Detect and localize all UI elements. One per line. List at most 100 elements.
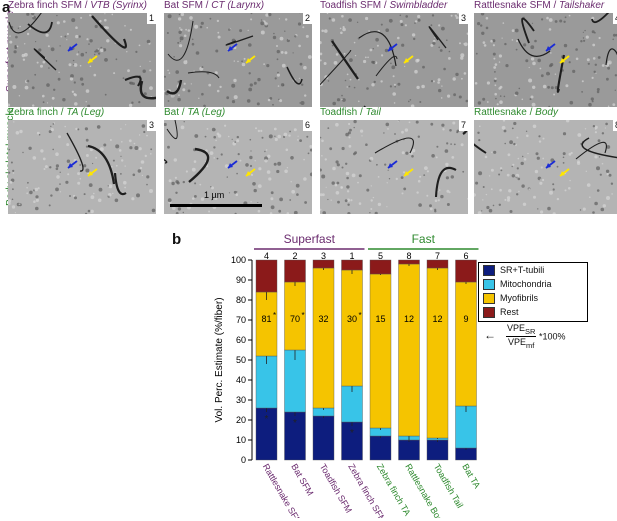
em-micrograph bbox=[320, 13, 468, 107]
em-cell-number: 4 bbox=[612, 13, 617, 24]
category-label: Toadfish Tail bbox=[432, 462, 465, 510]
legend-label-mitochondria: Mitochondria bbox=[500, 279, 552, 289]
panel-b-letter: b bbox=[172, 231, 182, 248]
em-cell-title: Zebra finch / TA (Leg) bbox=[8, 107, 105, 118]
scale-bar-label: 1 µm bbox=[204, 190, 225, 200]
ratio-star: * bbox=[273, 311, 276, 320]
vpe-formula: VPESR VPEmf *100% bbox=[506, 323, 565, 350]
em-cell-superfast-2: Bat SFM / CT (Larynx) 2 bbox=[164, 0, 312, 108]
ratio-label: 70 bbox=[290, 314, 300, 324]
legend-swatch-myofibrils bbox=[483, 292, 495, 304]
legend-label-sr: SR+T-tubili bbox=[500, 265, 545, 275]
y-tick-label: 70 bbox=[236, 315, 246, 325]
ratio-label: 12 bbox=[404, 314, 414, 324]
em-cell-title: Zebra finch SFM / VTB (Syrinx) bbox=[8, 0, 147, 11]
bar-top-number: 6 bbox=[463, 251, 468, 261]
bar-segment-sr-t-tubili bbox=[398, 439, 420, 461]
em-cell-superfast-3: Toadfish SFM / Swimbladder 3 bbox=[320, 0, 468, 108]
em-micrograph bbox=[8, 120, 156, 214]
formula-numerator: VPESR bbox=[506, 323, 537, 337]
em-cell-number: 3 bbox=[146, 120, 156, 131]
em-micrograph bbox=[8, 13, 156, 107]
legend-swatch-rest bbox=[483, 306, 495, 318]
y-tick-label: 50 bbox=[236, 355, 246, 365]
formula-denominator: VPEmf bbox=[508, 336, 535, 350]
em-cell-title: Bat / TA (Leg) bbox=[164, 107, 226, 118]
bar-top-number: 4 bbox=[264, 251, 269, 261]
em-cell-title: Rattlesnake SFM / Tailshaker bbox=[474, 0, 605, 11]
bar-segment-sr-t-tubili bbox=[426, 439, 449, 461]
y-tick-label: 20 bbox=[236, 415, 246, 425]
em-micrograph bbox=[164, 120, 312, 214]
em-cell-number: 6 bbox=[302, 120, 312, 131]
bar-segment-rest bbox=[398, 259, 420, 265]
bar-significance-star: * bbox=[293, 418, 297, 429]
em-micrograph bbox=[474, 13, 617, 107]
em-micrograph bbox=[320, 120, 468, 214]
bar-segment-myofibrils bbox=[312, 267, 335, 409]
left-arrow-icon: ← bbox=[484, 328, 496, 342]
group-label-1: Fast bbox=[412, 232, 436, 246]
ratio-star: * bbox=[301, 311, 304, 320]
ratio-label: 9 bbox=[463, 314, 468, 324]
em-cell-number: 2 bbox=[302, 13, 312, 24]
em-cell-number: 1 bbox=[146, 13, 156, 24]
em-cell-body-3: Toadfish / Tail 7 bbox=[320, 107, 468, 215]
category-label: Bat TA bbox=[460, 462, 480, 490]
bar-top-number: 8 bbox=[406, 251, 411, 261]
bar-segment-rest bbox=[312, 259, 335, 269]
category-label: Bat SFM bbox=[289, 462, 315, 497]
em-cell-title: Rattlesnake / Body bbox=[474, 107, 558, 118]
bar-top-number: 1 bbox=[349, 251, 354, 261]
ratio-label: 81 bbox=[261, 314, 271, 324]
y-tick-label: 80 bbox=[236, 295, 246, 305]
em-cell-number: 7 bbox=[458, 120, 468, 131]
ratio-star: * bbox=[358, 311, 361, 320]
bar-segment-myofibrils bbox=[341, 269, 363, 387]
legend-item-sr: SR+T-tubili bbox=[479, 263, 587, 277]
legend-item-mitochondria: Mitochondria bbox=[479, 277, 587, 291]
em-micrograph bbox=[164, 13, 312, 107]
ratio-label: 15 bbox=[375, 314, 385, 324]
bar-segment-myofibrils bbox=[426, 267, 449, 439]
em-cell-title: Toadfish SFM / Swimbladder bbox=[320, 0, 448, 11]
legend-label-rest: Rest bbox=[500, 307, 519, 317]
em-cell-title: Bat SFM / CT (Larynx) bbox=[164, 0, 265, 11]
bar-top-number: 2 bbox=[292, 251, 297, 261]
y-tick-label: 10 bbox=[236, 435, 246, 445]
bar-segment-rest bbox=[369, 259, 392, 275]
em-cell-body-2: Bat / TA (Leg) 6 bbox=[164, 107, 312, 215]
bar-segment-myofibrils bbox=[369, 273, 392, 429]
em-cell-title: Toadfish / Tail bbox=[320, 107, 381, 118]
ratio-label: 12 bbox=[432, 314, 442, 324]
em-cell-superfast-1: Zebra finch SFM / VTB (Syrinx) 1 bbox=[8, 0, 156, 108]
bar-segment-rest bbox=[341, 259, 363, 271]
bar-significance-star: * bbox=[350, 428, 354, 439]
bar-segment-myofibrils bbox=[255, 291, 278, 357]
formula-fraction: VPESR VPEmf bbox=[506, 323, 537, 350]
em-micrograph bbox=[474, 120, 617, 214]
formula-suffix: *100% bbox=[538, 331, 566, 342]
chart-legend: SR+T-tubili Mitochondria Myofibrils Rest bbox=[478, 262, 588, 322]
bar-segment-myofibrils bbox=[455, 281, 477, 407]
bar-significance-star: * bbox=[265, 414, 269, 425]
legend-label-myofibrils: Myofibrils bbox=[500, 293, 539, 303]
stacked-bar-chart: 0 10 20 30 40 50 60 70 80 90 100 Vol. Perc. Estimat… bbox=[214, 232, 480, 518]
y-tick-label: 100 bbox=[231, 255, 246, 265]
em-cell-number: 3 bbox=[458, 13, 468, 24]
bar-segment-rest bbox=[426, 259, 449, 269]
legend-item-myofibrils: Myofibrils bbox=[479, 291, 587, 305]
legend-swatch-sr bbox=[483, 264, 495, 276]
bar-segment-sr-t-tubili bbox=[369, 435, 392, 461]
bar-top-number: 3 bbox=[321, 251, 326, 261]
bar-top-number: 5 bbox=[378, 251, 383, 261]
legend-item-rest: Rest bbox=[479, 305, 587, 319]
y-tick-label: 90 bbox=[236, 275, 246, 285]
panel-a-letter: a bbox=[2, 0, 11, 16]
em-cell-number: 8 bbox=[612, 120, 617, 131]
y-tick-label: 30 bbox=[236, 395, 246, 405]
bar-segment-mitochondria bbox=[455, 405, 477, 449]
y-tick-label: 60 bbox=[236, 335, 246, 345]
bar-segment-rest bbox=[284, 259, 306, 283]
legend-swatch-mitochondria bbox=[483, 278, 495, 290]
